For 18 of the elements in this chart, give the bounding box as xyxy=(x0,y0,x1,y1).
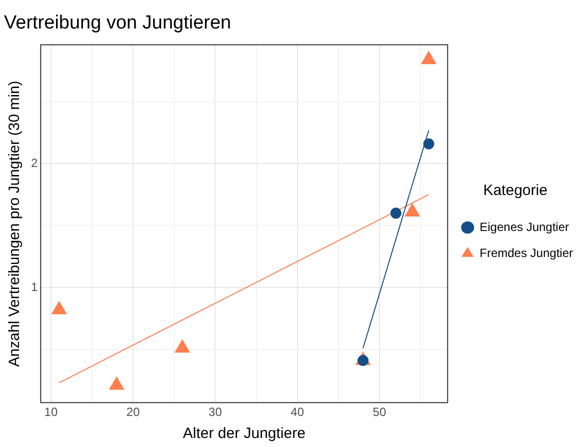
x-tick-label: 10 xyxy=(44,405,58,420)
y-tick-label: 2 xyxy=(30,156,38,170)
x-axis-title: Alter der Jungtiere xyxy=(182,425,306,442)
x-tick-label: 40 xyxy=(290,405,304,420)
chart-title: Vertreibung von Jungtieren xyxy=(4,12,232,34)
x-tick-label: 20 xyxy=(126,405,140,420)
legend-title: Kategorie xyxy=(483,182,548,200)
point xyxy=(421,51,436,64)
y-tick-label: 1 xyxy=(30,280,38,294)
legend-label: Fremdes Jungtier xyxy=(480,246,574,260)
point xyxy=(174,340,190,353)
x-tick-label: 50 xyxy=(372,405,386,420)
point xyxy=(404,203,420,216)
point xyxy=(52,301,67,314)
x-tick-label: 30 xyxy=(208,405,222,420)
point xyxy=(109,376,124,390)
y-axis-title: Anzahl Vertreibungen pro Jungtier (30 min) xyxy=(6,80,24,367)
legend-label: Eigenes Jungtier xyxy=(480,220,570,234)
